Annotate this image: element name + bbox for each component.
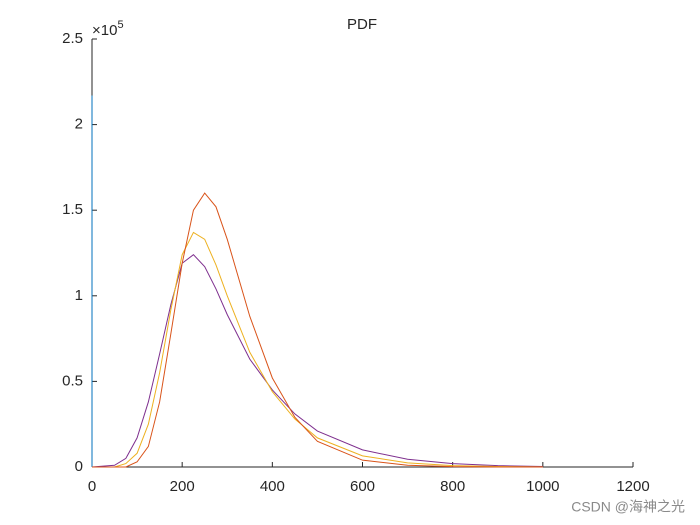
y-exponent-base: ×10 bbox=[92, 22, 117, 39]
x-tick-label: 400 bbox=[260, 478, 285, 495]
x-tick-label: 200 bbox=[170, 478, 195, 495]
watermark: CSDN @海神之光 bbox=[571, 499, 685, 515]
chart-title: PDF bbox=[347, 16, 377, 33]
x-tick-label: 1000 bbox=[526, 478, 559, 495]
y-tick-label: 0.5 bbox=[62, 372, 83, 389]
y-exponent: ×105 bbox=[92, 19, 124, 39]
line-series bbox=[92, 192, 543, 468]
x-tick-label: 800 bbox=[440, 478, 465, 495]
line-series bbox=[92, 231, 543, 468]
y-tick-label: 1.5 bbox=[62, 201, 83, 218]
y-tick-label: 2.5 bbox=[62, 30, 83, 47]
x-tick-label: 1200 bbox=[616, 478, 649, 495]
line-series bbox=[91, 254, 543, 468]
y-tick-label: 2 bbox=[75, 116, 83, 133]
x-tick-label: 600 bbox=[350, 478, 375, 495]
y-exponent-power: 5 bbox=[117, 19, 123, 31]
x-tick-label: 0 bbox=[88, 478, 96, 495]
y-tick-label: 1 bbox=[75, 287, 83, 304]
y-tick-label: 0 bbox=[75, 458, 83, 475]
